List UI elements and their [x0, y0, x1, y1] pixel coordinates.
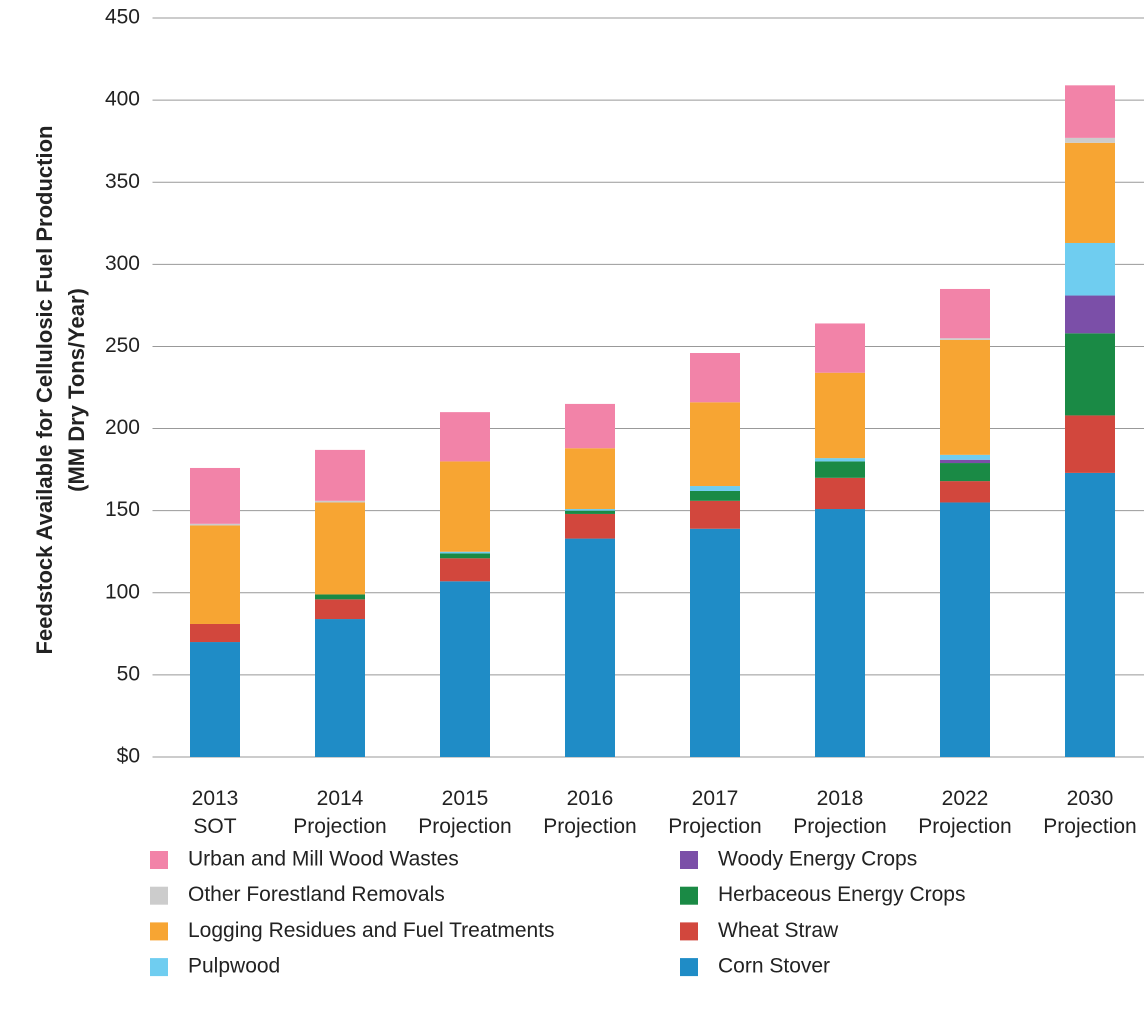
y-axis-title: (MM Dry Tons/Year) [64, 288, 89, 492]
bar-segment [1065, 295, 1115, 334]
bar-segment [940, 463, 990, 482]
legend-swatch [150, 851, 168, 869]
bar-segment [940, 454, 990, 460]
y-tick-label: 450 [105, 6, 140, 29]
y-tick-label: 150 [105, 498, 140, 521]
legend-label: Wheat Straw [718, 919, 839, 942]
legend-label: Other Forestland Removals [188, 883, 445, 906]
bar-segment [565, 510, 615, 514]
x-tick-label: 2018 Projection [793, 787, 886, 838]
legend-label: Herbaceous Energy Crops [718, 883, 965, 906]
bar-segment [315, 599, 365, 620]
bar-segment [440, 412, 490, 462]
bar-segment [940, 338, 990, 340]
bar-segment [690, 500, 740, 529]
bar-segment [440, 461, 490, 552]
bar-segment [190, 467, 240, 524]
x-tick-label: 2016 Projection [543, 787, 636, 838]
bar-segment [315, 500, 365, 503]
bar-segment [565, 509, 615, 511]
y-tick-label: 100 [105, 580, 140, 603]
bar-segment [940, 288, 990, 339]
bar-segment [1065, 472, 1115, 757]
legend-swatch [150, 886, 168, 905]
bar-segment [1065, 333, 1115, 416]
legend-swatch [680, 886, 698, 905]
bar-segment [815, 477, 865, 510]
bar-segment [315, 594, 365, 600]
y-axis-title: Feedstock Available for Cellulosic Fuel … [32, 126, 57, 655]
bar-segment [315, 502, 365, 595]
legend-label: Pulpwood [188, 955, 280, 978]
legend-label: Woody Energy Crops [718, 848, 917, 871]
bar-segment [690, 490, 740, 501]
bar-segment [815, 323, 865, 373]
bar-segment [690, 353, 740, 403]
bar-segment [940, 481, 990, 503]
bar-segment [565, 403, 615, 449]
y-tick-label: 200 [105, 416, 140, 439]
bar-segment [690, 402, 740, 487]
legend-swatch [680, 958, 698, 977]
bar-segment [190, 623, 240, 643]
bar-segment [690, 528, 740, 757]
bar-segment [565, 538, 615, 757]
bar-segment [1065, 85, 1115, 138]
bar-segment [815, 372, 865, 459]
x-tick-label: 2014 Projection [293, 787, 386, 838]
legend-label: Corn Stover [718, 955, 830, 978]
bar-segment [1065, 242, 1115, 296]
y-tick-label: 250 [105, 334, 140, 357]
bar-segment [190, 525, 240, 624]
legend-swatch [150, 958, 168, 977]
bar-segment [565, 448, 615, 510]
bar-segment [565, 513, 615, 539]
bar-segment [315, 619, 365, 757]
bar-segment [440, 558, 490, 582]
legend-swatch [680, 851, 698, 869]
x-tick-label: 2017 Projection [668, 787, 761, 838]
x-tick-label: 2022 Projection [918, 787, 1011, 838]
bar-segment [1065, 142, 1115, 243]
bar-segment [315, 449, 365, 501]
bar-segment [1065, 137, 1115, 143]
bar-segment [190, 523, 240, 526]
y-tick-label: 350 [105, 170, 140, 193]
x-tick-label: 2013 SOT [192, 787, 239, 838]
bar-segment [690, 486, 740, 491]
y-tick-label: 400 [105, 88, 140, 111]
bar-segment [815, 461, 865, 478]
bar-segment [940, 459, 990, 464]
bar-segment [1065, 415, 1115, 473]
y-tick-label: 300 [105, 252, 140, 275]
bar-segment [940, 502, 990, 757]
y-tick-label: 50 [117, 662, 140, 685]
bar-segment [440, 581, 490, 757]
bar-segment [815, 458, 865, 462]
bar-segment [440, 553, 490, 559]
bar-segment [440, 551, 490, 554]
bar-segment [815, 509, 865, 757]
bar-segment [190, 642, 240, 757]
legend-swatch [680, 922, 698, 941]
legend-label: Logging Residues and Fuel Treatments [188, 919, 555, 942]
y-tick-label: $0 [117, 745, 140, 768]
bar-segment [940, 339, 990, 455]
legend-label: Urban and Mill Wood Wastes [188, 848, 459, 871]
x-tick-label: 2015 Projection [418, 787, 511, 838]
x-tick-label: 2030 Projection [1043, 787, 1136, 838]
legend-swatch [150, 922, 168, 941]
